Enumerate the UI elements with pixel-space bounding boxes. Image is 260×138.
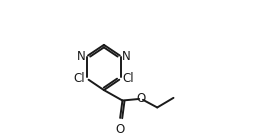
Text: N: N	[122, 50, 131, 63]
Text: O: O	[115, 123, 125, 136]
Text: N: N	[77, 50, 86, 63]
Text: Cl: Cl	[73, 72, 85, 85]
Text: Cl: Cl	[123, 72, 134, 85]
Text: O: O	[136, 92, 146, 105]
